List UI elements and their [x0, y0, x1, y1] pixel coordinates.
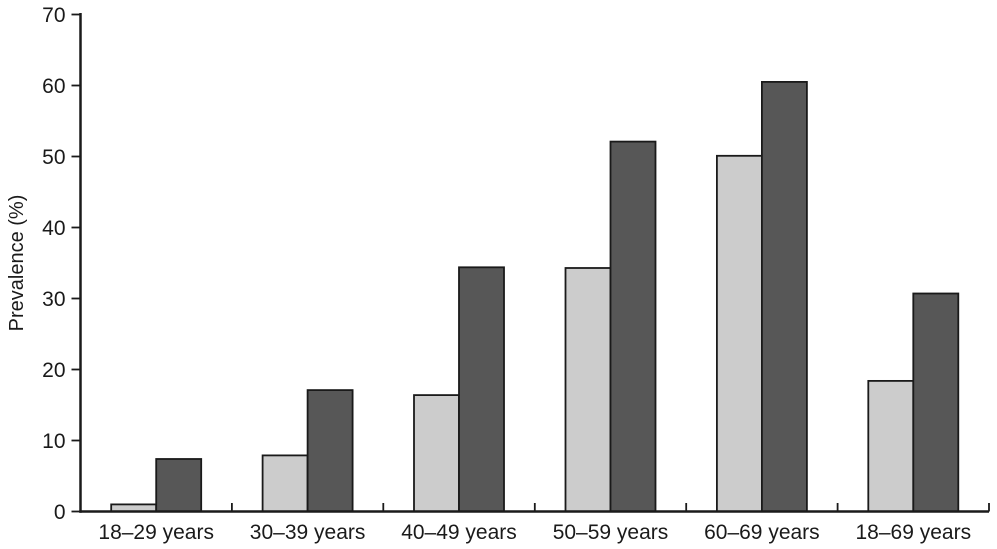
x-category-label-2: 40–49 years — [401, 521, 517, 544]
y-tick-label-2: 20 — [42, 359, 65, 382]
x-category-label-5: 18–69 years — [856, 521, 972, 544]
bar-light-gray-bars-cat1 — [261, 454, 309, 513]
bar-light-gray-bars-cat3 — [564, 267, 612, 513]
axes-layer — [71, 13, 990, 513]
x-category-label-0: 18–29 years — [98, 521, 214, 544]
bar-dark-gray-bars-cat4 — [761, 81, 808, 513]
y-axis-title: Prevalence (%) — [6, 195, 28, 332]
y-tick-label-3: 30 — [42, 288, 65, 311]
y-tick-label-7: 70 — [42, 4, 65, 27]
y-tick-label-4: 40 — [42, 217, 65, 240]
bar-light-gray-bars-cat4 — [716, 154, 763, 513]
bar-dark-gray-bars-cat0 — [155, 458, 203, 513]
bar-dark-gray-bars-cat5 — [912, 292, 960, 513]
bar-dark-gray-bars-cat1 — [306, 389, 354, 513]
x-category-label-4: 60–69 years — [704, 521, 820, 544]
bar-light-gray-bars-cat5 — [867, 379, 915, 513]
y-tick-label-6: 60 — [42, 75, 65, 98]
labels-layer: 18–29 years 30–39 years 40–49 years 50–59 y… — [42, 4, 971, 544]
bar-light-gray-bars-cat2 — [413, 394, 460, 513]
y-tick-label-1: 10 — [42, 430, 65, 453]
y-tick-label-0: 0 — [54, 501, 66, 524]
y-tick-label-5: 50 — [42, 146, 65, 169]
bar-dark-gray-bars-cat3 — [609, 140, 657, 513]
bars-layer — [110, 81, 960, 513]
x-category-label-1: 30–39 years — [250, 521, 366, 544]
bar-dark-gray-bars-cat2 — [458, 266, 505, 513]
x-category-label-3: 50–59 years — [553, 521, 669, 544]
